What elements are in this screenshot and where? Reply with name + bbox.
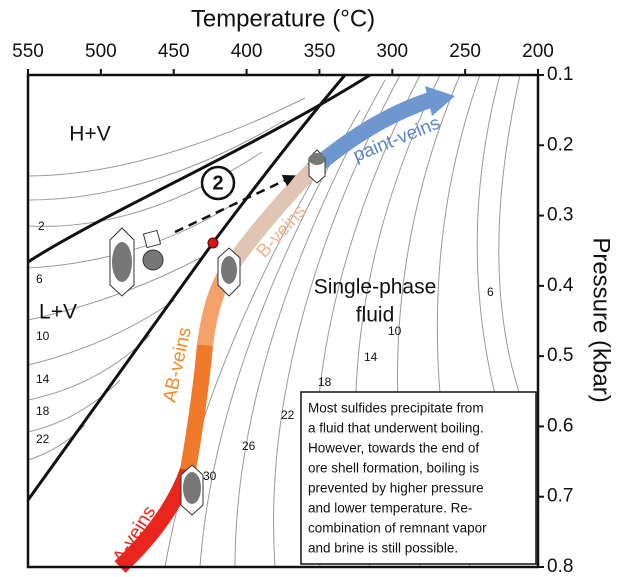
x-tick-label: 300 — [376, 41, 408, 62]
region-label: L+V — [39, 301, 77, 324]
y-tick-label: 0.1 — [547, 64, 573, 85]
vein-label: AB-veins — [159, 326, 195, 405]
x-tick-label: 400 — [231, 41, 263, 62]
contour-label: 18 — [36, 404, 50, 418]
note-line: prevented by higher pressure — [308, 481, 484, 496]
x-axis-title: Temperature (°C) — [191, 5, 375, 32]
stage-circle — [200, 165, 236, 201]
contour-label: 6 — [36, 272, 43, 286]
x-tick-label: 450 — [158, 41, 190, 62]
contour-label: 18 — [318, 375, 332, 389]
y-tick-label: 0.3 — [547, 205, 573, 226]
y-tick-label: 0.2 — [547, 134, 573, 155]
note-line: However, towards the end of — [308, 441, 479, 456]
x-tick-label: 550 — [12, 41, 44, 62]
contour-label: 22 — [281, 408, 295, 422]
x-tick-label: 200 — [522, 41, 554, 62]
y-tick-label: 0.7 — [547, 486, 573, 507]
region-label: Single-phase — [314, 276, 437, 299]
note-line: a fluid that underwent boiling. — [308, 421, 484, 436]
x-tick-label: 250 — [449, 41, 481, 62]
boundary-curve — [26, 74, 347, 501]
contour-label: 6 — [487, 285, 494, 299]
note-line: Most sulfides precipitate from — [308, 401, 484, 416]
y-tick-label: 0.4 — [547, 275, 574, 296]
note-line: ore shell formation, boiling is — [308, 461, 479, 476]
contour-label: 14 — [364, 350, 378, 364]
note-box: Most sulfides precipitate from a fluid t… — [300, 391, 537, 565]
contour-label: 10 — [388, 324, 402, 338]
contour-labels: 2 6 10 14 18 22 6 10 14 18 22 26 30 — [36, 219, 494, 483]
contour-label: 10 — [36, 329, 50, 343]
contour-label: 30 — [203, 469, 217, 483]
contour-label: 14 — [36, 372, 50, 386]
y-tick-label: 0.5 — [547, 345, 573, 366]
contour-label: 2 — [38, 219, 45, 233]
note-line: and brine is still possible. — [308, 541, 458, 556]
region-label: H+V — [69, 123, 110, 146]
y-axis-title: Pressure (kbar) — [588, 237, 615, 402]
y-tick-label: 0.8 — [547, 556, 573, 577]
contour-label: 26 — [242, 439, 256, 453]
x-tick-label: 500 — [85, 41, 117, 62]
y-tick-label: 0.6 — [547, 415, 573, 436]
plot-frame — [26, 73, 540, 569]
stage-label: 2 — [212, 172, 223, 194]
note-line: combination of remnant vapor — [308, 521, 487, 536]
contour-label: 22 — [36, 432, 50, 446]
red-dot — [207, 237, 219, 249]
x-tick-label: 350 — [304, 41, 336, 62]
note-line: and lower temperature. Re- — [308, 501, 472, 516]
note-frame — [300, 391, 537, 565]
dashed-arrow — [174, 174, 296, 234]
region-label: fluid — [356, 304, 395, 327]
crystals — [109, 149, 326, 516]
